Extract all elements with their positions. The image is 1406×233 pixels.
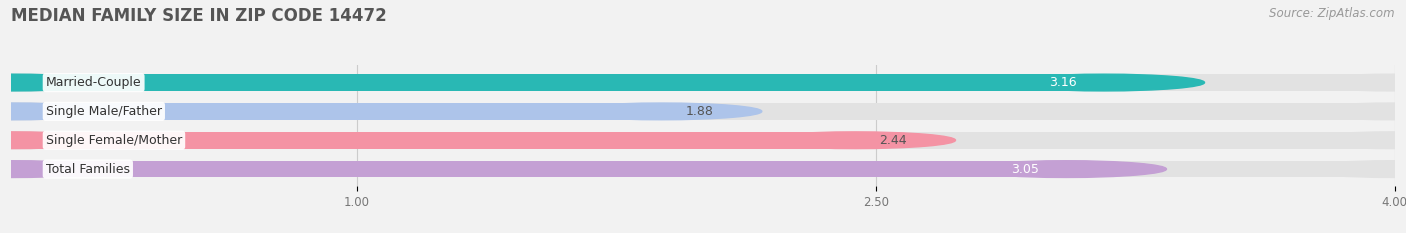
Circle shape bbox=[0, 74, 111, 91]
Text: Total Families: Total Families bbox=[46, 163, 129, 176]
Bar bbox=[11, 103, 661, 120]
Circle shape bbox=[0, 132, 111, 149]
Circle shape bbox=[0, 161, 111, 178]
Bar bbox=[11, 74, 1104, 91]
Circle shape bbox=[0, 74, 111, 91]
Text: 1.88: 1.88 bbox=[686, 105, 714, 118]
Bar bbox=[11, 161, 1066, 178]
Circle shape bbox=[1295, 74, 1406, 91]
Circle shape bbox=[1295, 161, 1406, 178]
Text: Single Male/Father: Single Male/Father bbox=[46, 105, 162, 118]
Text: 3.16: 3.16 bbox=[1049, 76, 1077, 89]
Circle shape bbox=[1004, 74, 1205, 91]
Bar bbox=[11, 103, 1395, 120]
Circle shape bbox=[755, 132, 956, 149]
Circle shape bbox=[1295, 132, 1406, 149]
Circle shape bbox=[0, 161, 111, 178]
Circle shape bbox=[0, 103, 111, 120]
Text: 3.05: 3.05 bbox=[1011, 163, 1039, 176]
Text: Single Female/Mother: Single Female/Mother bbox=[46, 134, 183, 147]
Text: Married-Couple: Married-Couple bbox=[46, 76, 142, 89]
Bar bbox=[11, 161, 1395, 178]
Circle shape bbox=[0, 103, 111, 120]
Text: Source: ZipAtlas.com: Source: ZipAtlas.com bbox=[1270, 7, 1395, 20]
Bar bbox=[11, 74, 1395, 91]
Circle shape bbox=[966, 161, 1167, 178]
Text: 2.44: 2.44 bbox=[879, 134, 907, 147]
Bar bbox=[11, 132, 855, 149]
Bar bbox=[11, 132, 1395, 149]
Circle shape bbox=[0, 132, 111, 149]
Circle shape bbox=[561, 103, 762, 120]
Circle shape bbox=[1295, 103, 1406, 120]
Text: MEDIAN FAMILY SIZE IN ZIP CODE 14472: MEDIAN FAMILY SIZE IN ZIP CODE 14472 bbox=[11, 7, 387, 25]
